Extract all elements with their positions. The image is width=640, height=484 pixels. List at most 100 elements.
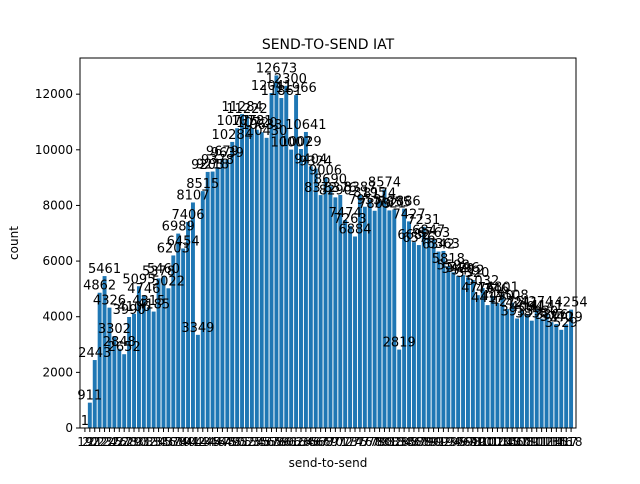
data-label-23: 5461 — [88, 262, 121, 277]
chart-title: SEND-TO-SEND IAT — [262, 37, 395, 53]
data-label-27: 2652 — [108, 340, 141, 355]
data-label-40: 7406 — [171, 208, 204, 223]
bar-92 — [441, 251, 445, 428]
bar-99 — [476, 295, 480, 428]
bar-52 — [245, 116, 249, 428]
bar-44 — [206, 172, 210, 428]
bar-56 — [265, 138, 269, 428]
bar-54 — [255, 130, 259, 428]
x-tick-label-118: 118 — [560, 435, 583, 449]
bar-53 — [250, 128, 254, 428]
bar-45 — [211, 172, 215, 428]
y-axis-label: count — [7, 226, 21, 260]
bar-81 — [387, 210, 391, 428]
bar-46 — [216, 167, 220, 428]
bar-33 — [152, 312, 156, 428]
bar-66 — [314, 169, 318, 428]
bar-89 — [427, 238, 431, 428]
data-label-117: 3729 — [550, 310, 583, 325]
bar-90 — [432, 240, 436, 428]
bar-93 — [446, 266, 450, 428]
bar-48 — [225, 160, 229, 428]
data-label-48: 9639 — [211, 146, 244, 161]
bar-72 — [343, 220, 347, 428]
bar-80 — [383, 189, 387, 428]
bar-76 — [363, 207, 367, 428]
bar-55 — [260, 132, 264, 428]
data-label-92: 6363 — [427, 237, 460, 252]
bar-73 — [348, 226, 352, 428]
bar-69 — [328, 186, 332, 428]
bar-108 — [520, 310, 524, 428]
bar-70 — [333, 197, 337, 428]
data-label-36: 5022 — [152, 274, 185, 289]
bar-67 — [319, 195, 323, 428]
bar-26 — [117, 349, 121, 428]
bar-79 — [378, 201, 382, 428]
bar-42 — [196, 335, 200, 428]
bar-85 — [407, 221, 411, 428]
data-label-19: 1 — [81, 414, 89, 429]
data-label-20: 911 — [77, 389, 102, 404]
bar-111 — [535, 309, 539, 428]
bar-95 — [456, 276, 460, 428]
bar-88 — [422, 227, 426, 428]
y-tick-label-4000: 4000 — [42, 310, 73, 324]
y-tick-label-6000: 6000 — [42, 254, 73, 268]
bar-74 — [353, 236, 357, 428]
bar-91 — [437, 252, 441, 428]
bar-63 — [299, 149, 303, 428]
data-label-64: 10641 — [285, 118, 326, 133]
bar-47 — [220, 159, 224, 428]
y-tick-label-2000: 2000 — [42, 365, 73, 379]
bar-68 — [324, 177, 328, 428]
bar-109 — [525, 314, 529, 428]
y-tick-label-10000: 10000 — [35, 143, 73, 157]
bar-32 — [147, 308, 151, 428]
data-label-83: 2819 — [383, 336, 416, 351]
bar-64 — [304, 132, 308, 428]
data-label-33: 4185 — [137, 298, 170, 313]
bar-101 — [486, 305, 490, 428]
data-label-42: 3349 — [181, 321, 214, 336]
bar-115 — [554, 324, 558, 428]
data-label-62: 11966 — [275, 81, 316, 96]
bar-110 — [530, 321, 534, 428]
bar-117 — [564, 324, 568, 428]
data-label-39: 6454 — [167, 234, 200, 249]
bar-107 — [515, 319, 519, 428]
x-axis-label: send-to-send — [289, 456, 368, 470]
bar-83 — [397, 350, 401, 428]
bar-43 — [201, 191, 205, 428]
bar-114 — [549, 322, 553, 428]
bar-102 — [491, 296, 495, 428]
bar-103 — [495, 303, 499, 428]
data-label-80: 8574 — [368, 175, 401, 190]
bar-100 — [481, 288, 485, 428]
bar-27 — [122, 354, 126, 428]
data-label-43: 8515 — [186, 177, 219, 192]
bar-49 — [230, 142, 234, 428]
bar-105 — [505, 309, 509, 428]
bar-78 — [373, 211, 377, 428]
y-tick-label-8000: 8000 — [42, 198, 73, 212]
data-label-118: 4254 — [555, 296, 588, 311]
bar-87 — [417, 245, 421, 428]
bar-116 — [559, 330, 563, 428]
bar-106 — [510, 303, 514, 428]
bar-97 — [466, 277, 470, 428]
bar-50 — [235, 128, 239, 428]
bar-96 — [461, 275, 465, 428]
bar-112 — [540, 319, 544, 428]
data-label-22: 4862 — [83, 279, 116, 294]
data-label-74: 6884 — [338, 222, 371, 237]
bar-29 — [132, 314, 136, 428]
data-label-63: 10029 — [280, 135, 321, 150]
bar-65 — [309, 166, 313, 428]
bar-61 — [289, 150, 293, 428]
bar-82 — [392, 209, 396, 428]
y-tick-label-0: 0 — [65, 421, 73, 435]
bar-51 — [240, 114, 244, 428]
